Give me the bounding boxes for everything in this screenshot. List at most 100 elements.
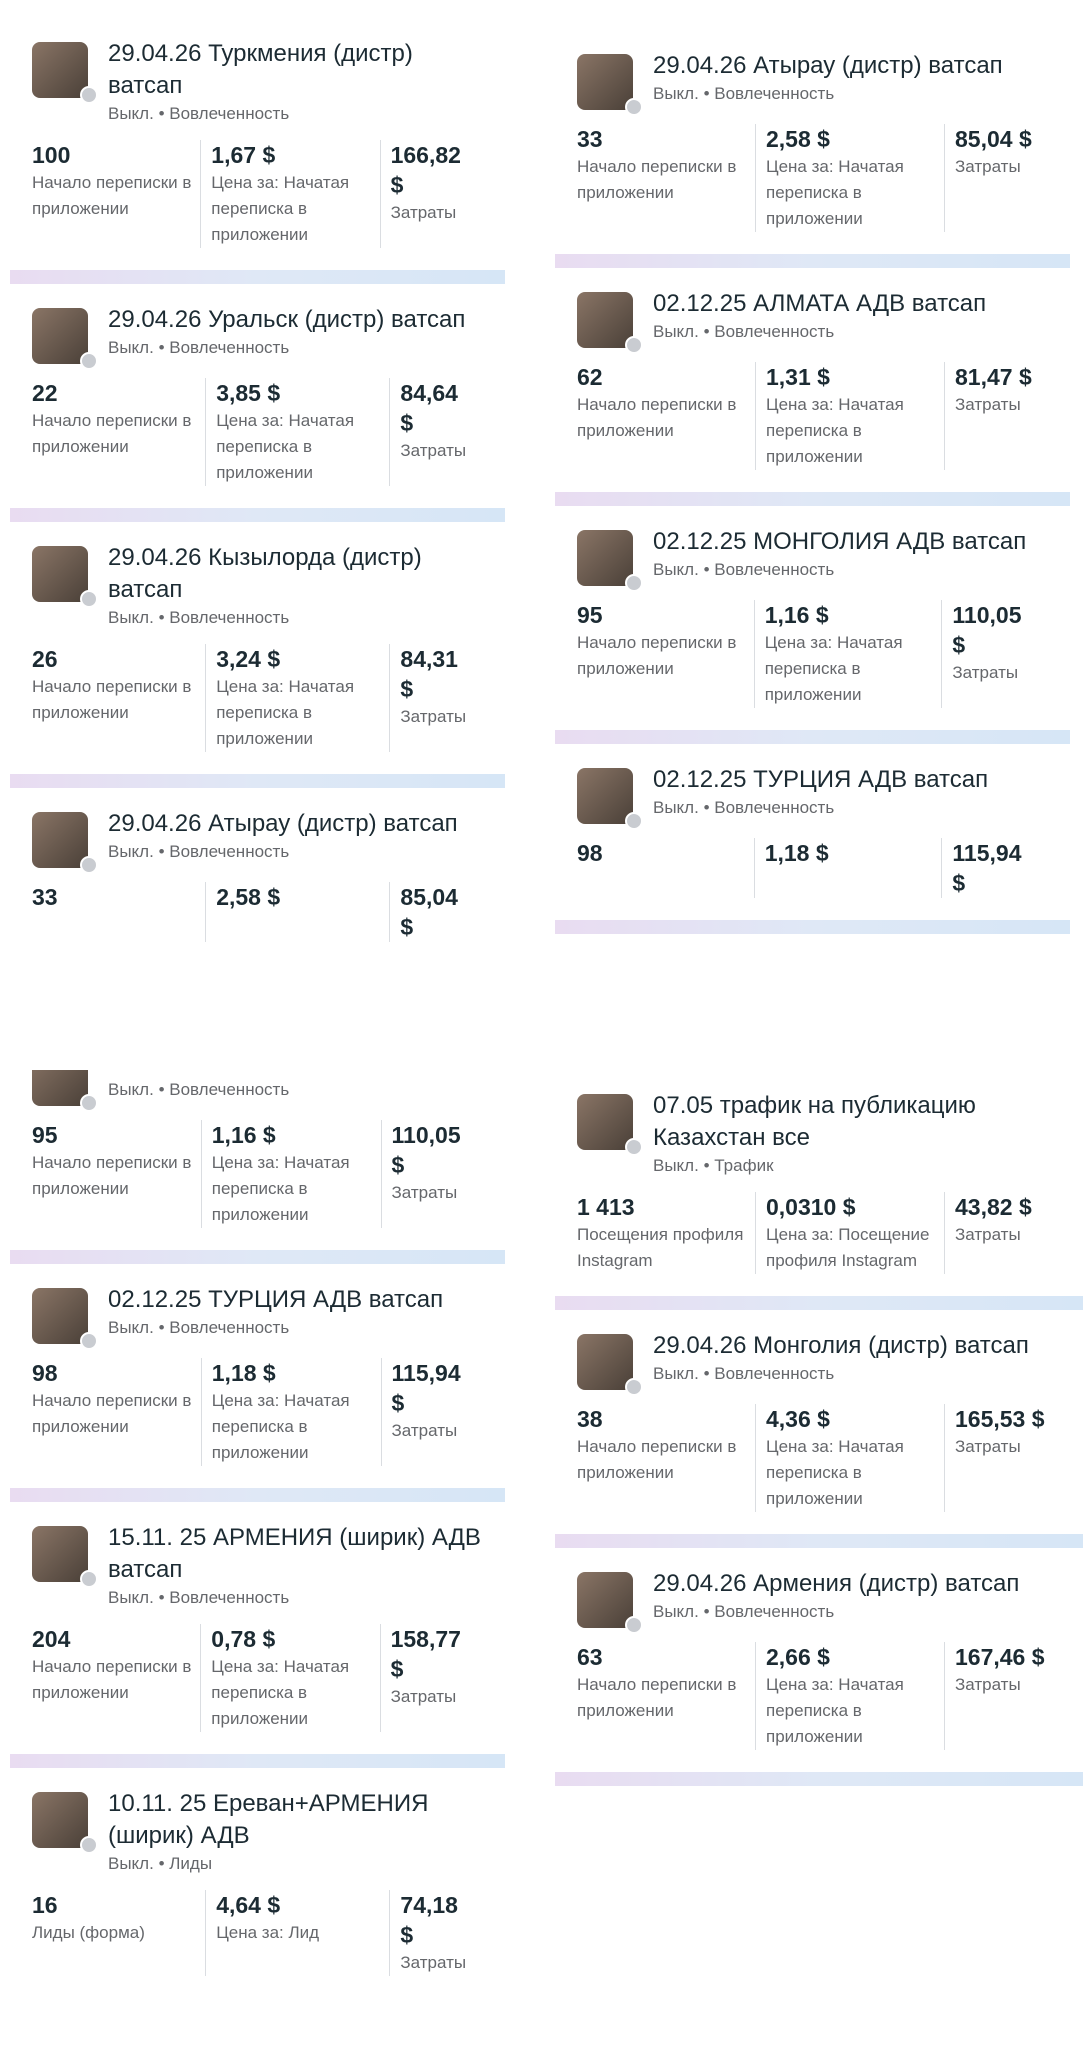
card-header: 10.11. 25 Ереван+АРМЕНИЯ (ширик) АДВ Выкл… (32, 1788, 483, 1876)
dot-separator: • (153, 1080, 170, 1099)
metric: 62 Начало переписки в приложении (577, 362, 755, 470)
ad-thumbnail (32, 546, 98, 608)
status-text: Выкл. (108, 608, 154, 627)
card-header: 02.12.25 АЛМАТА АДВ ватсап Выкл. • Вовлеч… (577, 288, 1048, 354)
card-separator (10, 1250, 505, 1264)
ad-status: Выкл. • Вовлеченность (653, 320, 986, 344)
ad-card: 10.11. 25 Ереван+АРМЕНИЯ (ширик) АДВ Выкл… (10, 1768, 505, 1998)
ad-card: 02.12.25 АЛМАТА АДВ ватсап Выкл. • Вовлеч… (555, 268, 1070, 492)
metric: 84,64 $ Затраты (389, 378, 483, 486)
metrics-row: 1 413 Посещения профиля Instagram 0,0310 $… (577, 1192, 1061, 1274)
ad-status: Выкл. • Вовлеченность (653, 82, 1003, 106)
metric-label: Цена за: Начатая переписка в приложении (216, 411, 355, 482)
card-header: 29.04.26 Атырау (дистр) ватсап Выкл. • Во… (32, 808, 483, 874)
metric-value: 1,16 $ (764, 602, 829, 628)
objective: Вовлеченность (169, 1588, 290, 1607)
dot-separator: • (698, 1364, 715, 1383)
ad-info: 29.04.26 Атырау (дистр) ватсап Выкл. • Во… (653, 50, 1003, 106)
dot-separator: • (153, 842, 170, 861)
metric-label: Затраты (391, 1421, 458, 1440)
metric-value: 43,82 $ (955, 1194, 1032, 1220)
metrics-row: 22 Начало переписки в приложении 3,85 $ Цен… (32, 378, 483, 486)
metric: 4,36 $ Цена за: Начатая переписка в прило… (755, 1404, 944, 1512)
metric-value: 1 413 (577, 1194, 635, 1220)
ad-info: 02.12.25 ТУРЦИЯ АДВ ватсап Выкл. • Вовлеч… (653, 764, 988, 820)
metric-label: Начало переписки в приложении (577, 633, 737, 678)
card-separator (10, 270, 505, 284)
metric-value: 3,24 $ (216, 646, 281, 672)
metric-label: Начало переписки в приложении (32, 173, 192, 218)
metric-value: 100 (32, 142, 71, 168)
metric: 115,94 $ Затраты (380, 1358, 483, 1466)
ad-status: Выкл. • Вовлеченность (653, 558, 1026, 582)
metric-label: Затраты (955, 1225, 1021, 1244)
card-separator (555, 1772, 1083, 1786)
metric-label: Затраты (955, 1437, 1021, 1456)
ad-title: 02.12.25 ТУРЦИЯ АДВ ватсап (108, 1286, 444, 1313)
card-header: 02.12.25 ТУРЦИЯ АДВ ватсап Выкл. • Вовлеч… (32, 1284, 483, 1350)
metric-value: 110,05 $ (391, 1122, 461, 1178)
metric-label: Начало переписки в приложении (577, 1675, 737, 1720)
metrics-row: 33 2,58 $ 85,04 $ (32, 882, 483, 942)
metric-value: 22 (32, 380, 58, 406)
metric-value: 4,36 $ (766, 1406, 830, 1432)
ad-card: 29.04.26 Атырау (дистр) ватсап Выкл. • Во… (10, 788, 505, 964)
metric: 100 Начало переписки в приложении (32, 140, 200, 248)
metric-value: 165,53 $ (955, 1406, 1045, 1432)
ad-status: Выкл. • Вовлеченность (108, 1316, 443, 1340)
metric: 43,82 $ Затраты (944, 1192, 1040, 1274)
dot-separator: • (153, 1854, 170, 1873)
metric: 98 Начало переписки в приложении (32, 1358, 201, 1466)
card-separator (555, 920, 1070, 934)
ad-status: Выкл. • Вовлеченность (108, 840, 458, 864)
metric: 158,77 $ Затраты (379, 1624, 483, 1732)
metric-value: 95 (577, 602, 603, 628)
metric: 84,31 $ Затраты (389, 644, 483, 752)
metric: 1,31 $ Цена за: Начатая переписка в прило… (755, 362, 944, 470)
status-text: Выкл. (653, 1364, 699, 1383)
ad-status: Выкл. • Вовлеченность (108, 1586, 483, 1610)
card-separator (555, 492, 1070, 506)
metric: 95 Начало переписки в приложении (577, 600, 754, 708)
ad-info: 02.12.25 АЛМАТА АДВ ватсап Выкл. • Вовлеч… (653, 288, 986, 344)
metric-value: 38 (577, 1406, 603, 1432)
ad-title: 15.11. 25 АРМЕНИЯ (ширик) АДВ ватсап (108, 1524, 481, 1583)
ad-thumbnail (577, 1334, 643, 1396)
metric: 1,18 $ (753, 838, 942, 898)
metric-value: 2,58 $ (766, 126, 830, 152)
objective: Вовлеченность (714, 798, 835, 817)
metric: 1,16 $ Цена за: Начатая переписка в прило… (753, 600, 942, 708)
metric-value: 85,04 $ (400, 884, 458, 940)
metric-label: Цена за: Начатая переписка в приложении (766, 1437, 904, 1508)
ad-card: 02.12.25 ТУРЦИЯ АДВ ватсап Выкл. • Вовлеч… (555, 744, 1070, 920)
dot-separator: • (698, 1156, 715, 1175)
metric: 95 Начало переписки в приложении (32, 1120, 201, 1228)
ad-card: 02.12.25 ТУРЦИЯ АДВ ватсап Выкл. • Вовлеч… (10, 1264, 505, 1488)
metric: 0,0310 $ Цена за: Посещение профиля Insta… (755, 1192, 944, 1274)
ad-thumbnail (32, 42, 98, 104)
metric-value: 166,82 $ (390, 142, 461, 198)
metric: 0,78 $ Цена за: Начатая переписка в прило… (200, 1624, 379, 1732)
card-separator (555, 1534, 1083, 1548)
objective: Вовлеченность (169, 1318, 290, 1337)
metric-value: 1,31 $ (766, 364, 830, 390)
screenshot-panel: 29.04.26 Атырау (дистр) ватсап Выкл. • Во… (555, 30, 1070, 1010)
card-separator (10, 508, 505, 522)
metric: 22 Начало переписки в приложении (32, 378, 205, 486)
metric-value: 2,58 $ (216, 884, 281, 910)
metric: 63 Начало переписки в приложении (577, 1642, 755, 1750)
metric: 2,58 $ (205, 882, 389, 942)
ad-card: 29.04.26 Кызылорда (дистр) ватсап Выкл. •… (10, 522, 505, 774)
objective: Лиды (169, 1854, 213, 1873)
metrics-row: 98 1,18 $ 115,94 $ (577, 838, 1048, 898)
metric-label: Затраты (390, 203, 457, 222)
ad-info: 29.04.26 Монголия (дистр) ватсап Выкл. • … (653, 1330, 1029, 1386)
metric-label: Цена за: Начатая переписка в приложении (766, 1675, 904, 1746)
metric: 2,66 $ Цена за: Начатая переписка в прило… (755, 1642, 944, 1750)
metrics-row: 62 Начало переписки в приложении 1,31 $ Цен… (577, 362, 1048, 470)
metric: 98 (577, 838, 754, 898)
card-header: 29.04.26 Монголия (дистр) ватсап Выкл. • … (577, 1330, 1061, 1396)
